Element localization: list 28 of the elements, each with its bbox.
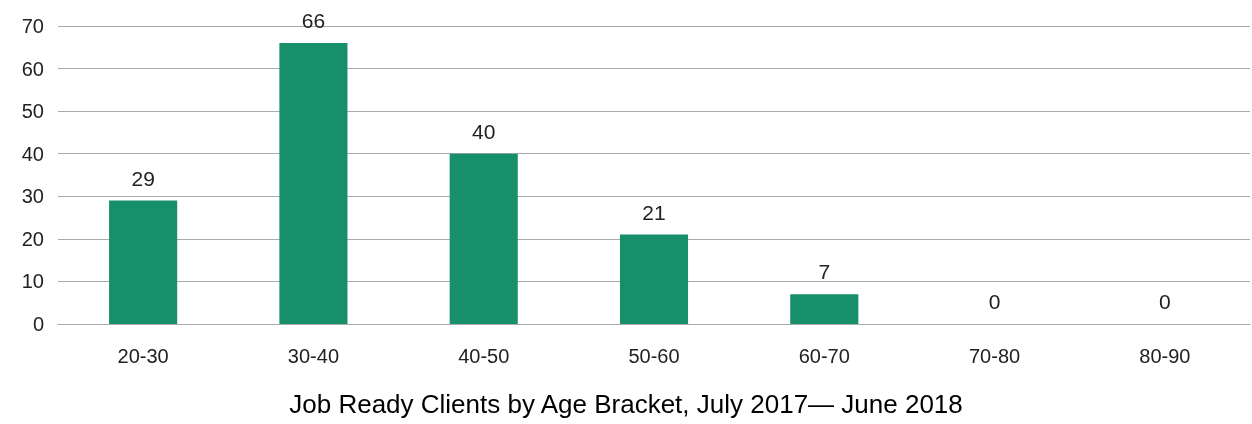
- bar: [619, 234, 689, 324]
- y-tick-label: 0: [32, 313, 44, 335]
- data-label: 7: [818, 260, 831, 284]
- x-tick-label: 60-70: [798, 345, 850, 367]
- data-label: 0: [1159, 290, 1171, 313]
- x-tick-label: 30-40: [287, 345, 340, 367]
- y-tick-label: 50: [21, 100, 44, 123]
- x-tick-label: 80-90: [1139, 345, 1191, 367]
- y-tick-label: 20: [21, 227, 44, 250]
- x-tick-label: 20-30: [117, 345, 169, 367]
- y-tick-label: 70: [21, 15, 44, 37]
- data-label: 40: [472, 119, 496, 143]
- y-tick-label: 10: [21, 270, 44, 293]
- data-label: 29: [131, 166, 155, 190]
- x-tick-label: 50-60: [628, 345, 680, 367]
- bar: [449, 153, 518, 324]
- x-tick-label: 40-50: [458, 345, 510, 367]
- data-label: 66: [301, 9, 326, 33]
- y-tick-label: 40: [21, 142, 44, 165]
- text: Job Ready Clients by Age Bracket, July 2017— June 2018: [289, 389, 963, 419]
- x-tick-label: 70-80: [968, 345, 1021, 367]
- data-label: 21: [642, 200, 666, 224]
- bar: [790, 294, 859, 324]
- bar: [109, 200, 178, 324]
- data-label: 0: [988, 290, 1001, 313]
- bar: [279, 43, 348, 324]
- y-tick-label: 30: [21, 185, 44, 208]
- y-tick-label: 60: [21, 57, 44, 80]
